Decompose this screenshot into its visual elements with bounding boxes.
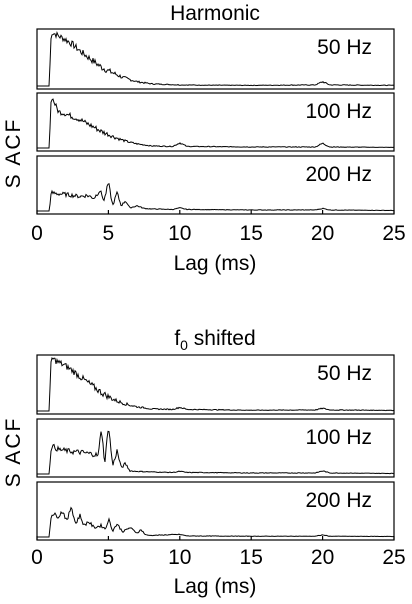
panel-label: 50 Hz bbox=[317, 362, 372, 385]
x-tick-label: 10 bbox=[168, 546, 191, 569]
sacf-trace bbox=[37, 182, 395, 212]
panel-frame bbox=[36, 481, 395, 541]
x-axis-label: Lag (ms) bbox=[174, 575, 257, 598]
x-tick-label: 0 bbox=[31, 546, 43, 569]
sacf-trace bbox=[37, 506, 395, 538]
panel-label: 200 Hz bbox=[305, 489, 372, 512]
chart-title: f0 shifted bbox=[174, 327, 255, 353]
sacf-trace bbox=[37, 430, 395, 475]
sacf-trace bbox=[37, 356, 395, 412]
panel-group: 50 Hz 100 Hz 200 Hz bbox=[36, 354, 395, 541]
panel: 50 Hz bbox=[36, 28, 395, 90]
x-tick-label: 5 bbox=[103, 546, 115, 569]
chart-title-main: f bbox=[174, 327, 180, 350]
y-axis-label: S ACF bbox=[2, 118, 25, 189]
chart-title: Harmonic bbox=[170, 2, 260, 25]
x-tick-label: 20 bbox=[311, 222, 334, 245]
x-tick-label: 15 bbox=[240, 546, 263, 569]
panel-frame bbox=[36, 92, 395, 152]
chart-title-subscript: 0 bbox=[180, 337, 188, 353]
panel-frame bbox=[36, 155, 395, 215]
panel: 200 Hz bbox=[36, 481, 395, 541]
y-axis-label: S ACF bbox=[2, 417, 25, 488]
x-tick-label: 25 bbox=[382, 546, 405, 569]
x-tick-label: 0 bbox=[31, 222, 43, 245]
panel: 200 Hz bbox=[36, 155, 395, 215]
x-axis-label: Lag (ms) bbox=[174, 252, 257, 275]
x-tick-label: 25 bbox=[382, 222, 405, 245]
x-tick-label: 15 bbox=[240, 222, 263, 245]
panel-label: 100 Hz bbox=[305, 100, 372, 123]
x-tick-labels: 0 5 10 15 20 25 bbox=[31, 536, 406, 569]
panel-label: 50 Hz bbox=[317, 36, 372, 59]
chart-harmonic: Harmonic S ACF Lag (ms) 50 Hz 100 Hz 200 H… bbox=[2, 2, 406, 275]
sacf-trace bbox=[37, 98, 395, 149]
panel: 100 Hz bbox=[36, 92, 395, 152]
x-tick-label: 10 bbox=[168, 222, 191, 245]
chart-title-rest: shifted bbox=[188, 327, 256, 350]
panel: 50 Hz bbox=[36, 354, 395, 415]
panel: 100 Hz bbox=[36, 418, 395, 478]
sacf-trace bbox=[37, 30, 395, 87]
panel-frame bbox=[36, 28, 395, 90]
panel-group: 50 Hz 100 Hz 200 Hz bbox=[36, 28, 395, 215]
panel-label: 200 Hz bbox=[305, 163, 372, 186]
panel-label: 100 Hz bbox=[305, 426, 372, 449]
x-tick-label: 5 bbox=[103, 222, 115, 245]
x-tick-labels: 0 5 10 15 20 25 bbox=[31, 210, 406, 245]
x-tick-label: 20 bbox=[311, 546, 334, 569]
panel-frame bbox=[36, 418, 395, 478]
panel-frame bbox=[36, 354, 395, 415]
